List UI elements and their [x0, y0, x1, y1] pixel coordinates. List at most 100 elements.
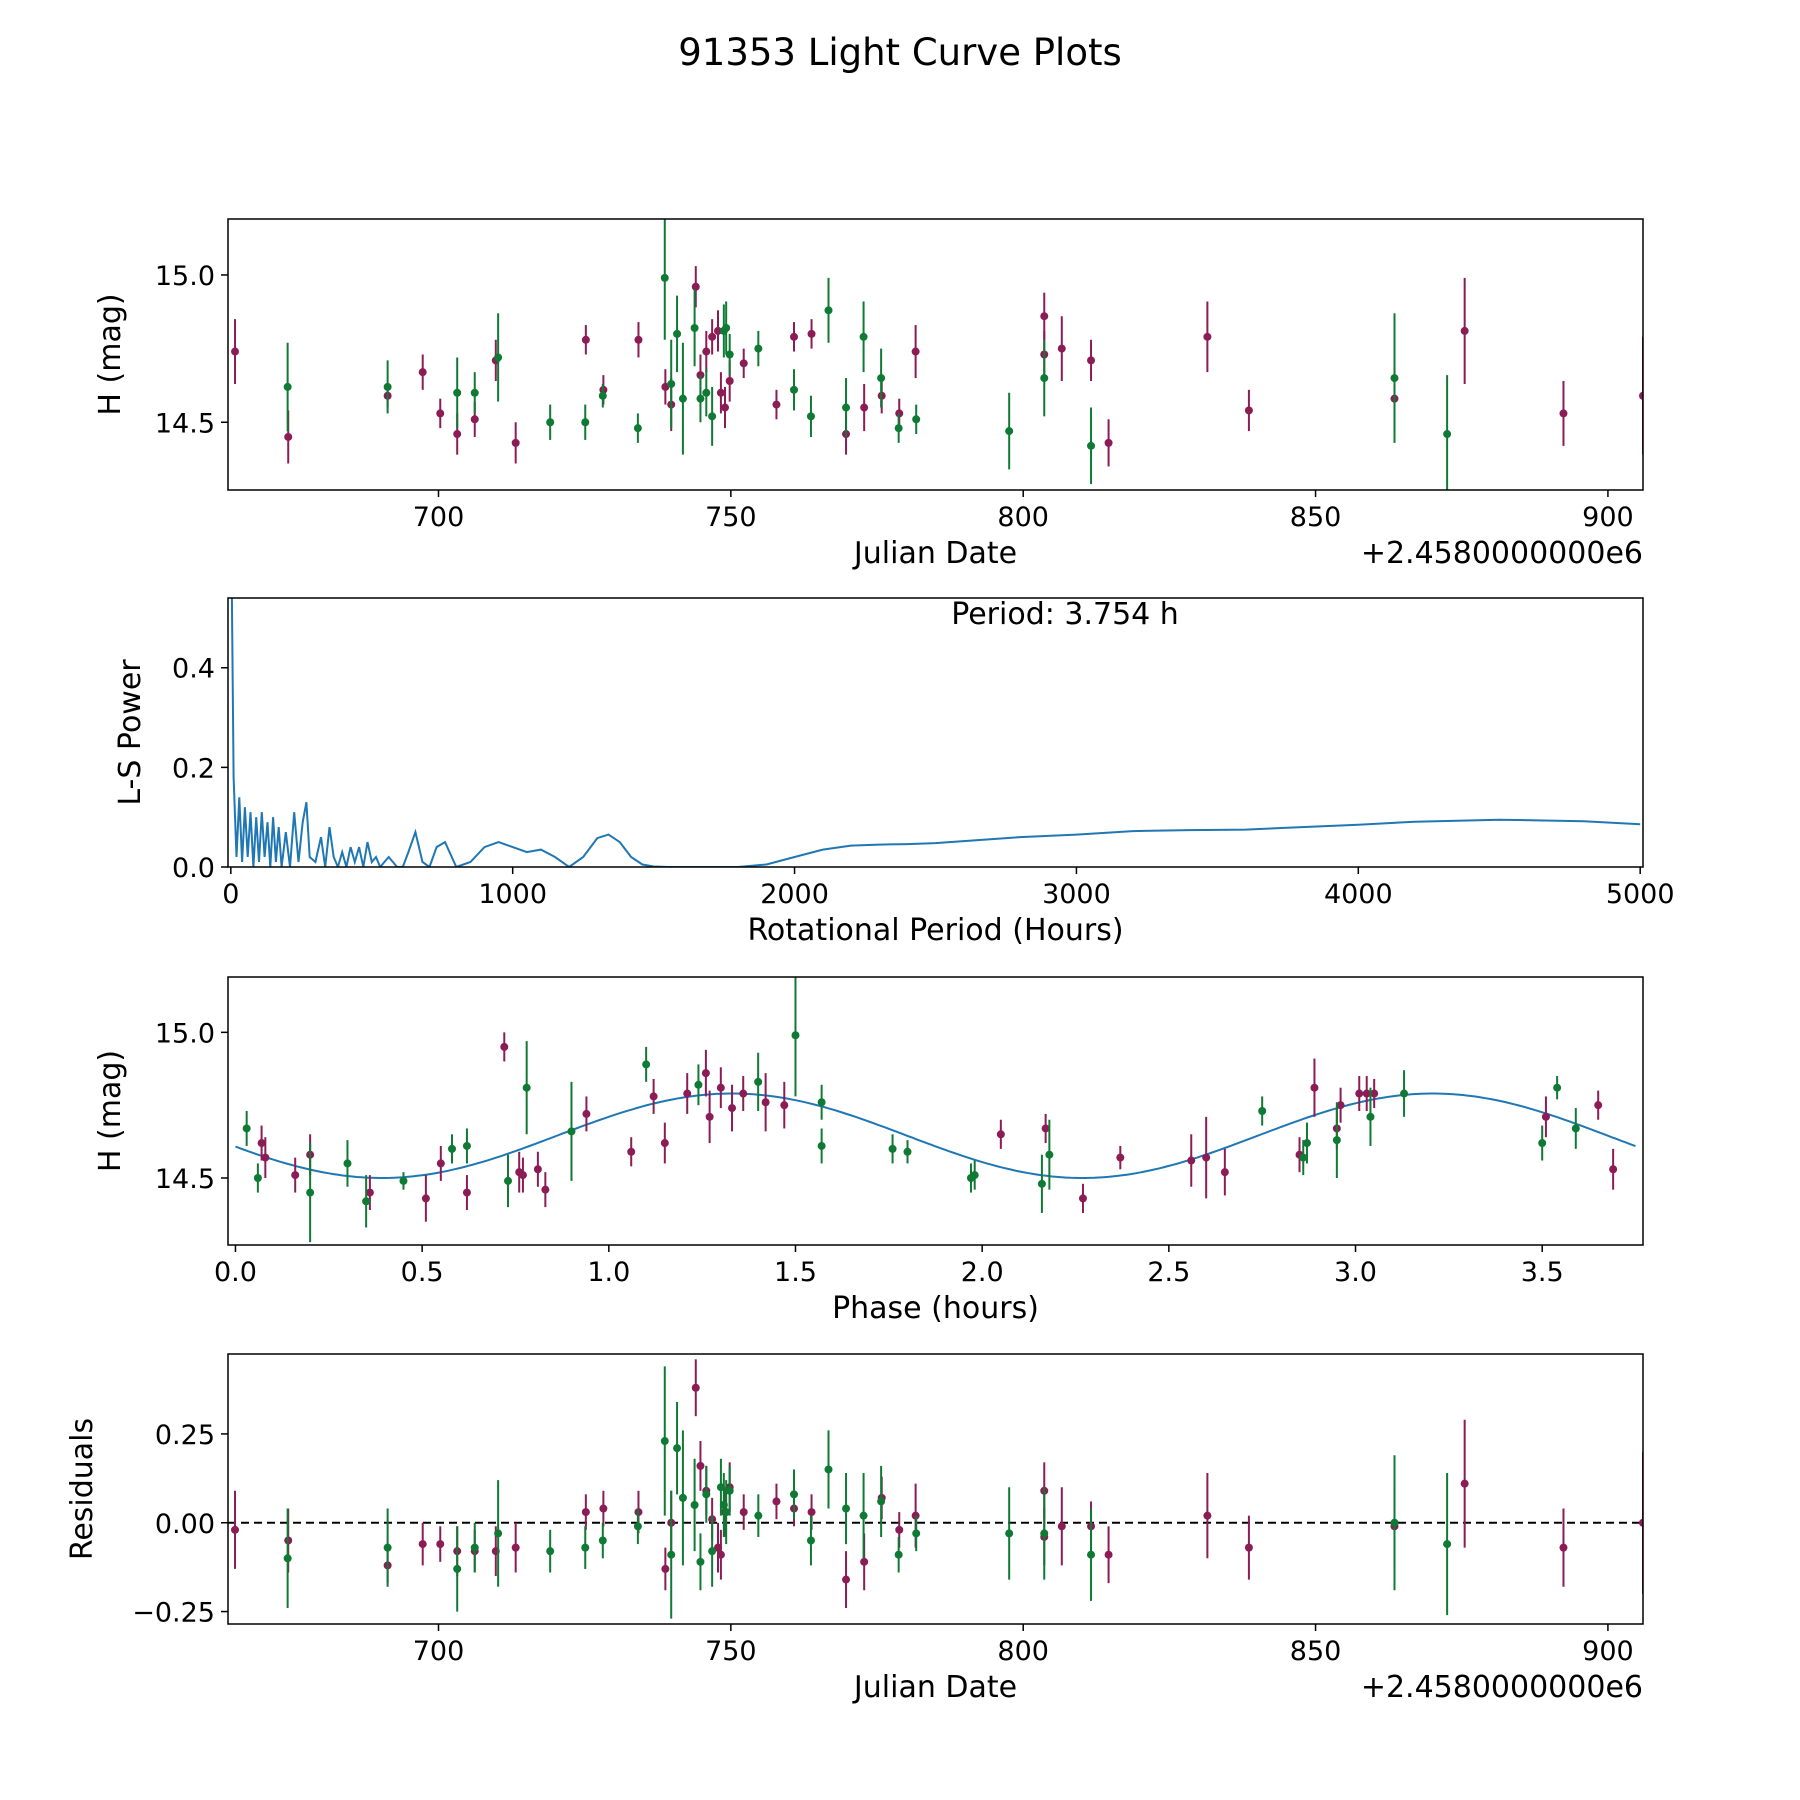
data-point: [739, 1508, 748, 1517]
data-point: [660, 1437, 669, 1446]
data-point: [667, 1550, 676, 1559]
data-point: [911, 347, 920, 356]
data-point: [754, 1077, 763, 1086]
data-point: [599, 1504, 608, 1513]
y-axis-label: H (mag): [93, 1050, 128, 1172]
data-point: [581, 335, 590, 344]
data-point: [1443, 1540, 1452, 1549]
data-point: [817, 1098, 826, 1107]
data-point: [912, 415, 921, 424]
y-tick-label: 0.4: [172, 654, 215, 685]
data-point: [790, 1490, 798, 1499]
data-point: [1332, 1136, 1341, 1145]
x-tick-label: 2.0: [961, 1257, 1004, 1288]
data-point: [1336, 1101, 1345, 1110]
data-point: [690, 323, 699, 332]
data-point: [708, 1547, 717, 1556]
data-point: [702, 1490, 711, 1499]
data-point: [772, 400, 781, 409]
y-tick-label: 0.00: [155, 1509, 215, 1540]
data-point: [667, 379, 676, 388]
data-point: [713, 326, 722, 335]
x-axis-label: Rotational Period (Hours): [747, 913, 1123, 948]
data-point: [261, 1153, 270, 1162]
data-point: [912, 1529, 921, 1538]
data-point: [1390, 374, 1399, 383]
data-point: [1541, 1112, 1550, 1121]
x-tick-label: 900: [1582, 1636, 1634, 1667]
data-point: [780, 1101, 789, 1110]
data-point: [453, 430, 462, 439]
data-point: [754, 344, 763, 353]
y-tick-label: −0.25: [132, 1598, 215, 1629]
data-point: [1310, 1083, 1319, 1092]
phased-panel: 0.0 0.5 1.0 1.5 2.0 2.5 3.0 3.5 14.5 15.0 Phase (h…: [93, 976, 1644, 1326]
data-point: [511, 438, 520, 447]
y-axis-label: L-S Power: [113, 659, 148, 806]
data-point: [306, 1188, 315, 1197]
data-point: [1538, 1139, 1547, 1148]
data-point: [708, 412, 717, 421]
y-tick-label: 0.2: [172, 753, 215, 784]
data-point: [824, 1465, 833, 1474]
x-tick-label: 4000: [1324, 879, 1393, 910]
data-point: [546, 1547, 555, 1556]
data-point: [541, 1185, 550, 1194]
data-point: [702, 347, 711, 356]
data-point: [859, 1511, 868, 1520]
data-point: [1299, 1153, 1308, 1162]
plot-area: [231, 219, 1643, 490]
data-point: [418, 1540, 427, 1549]
data-point: [1559, 1543, 1568, 1552]
data-point: [436, 409, 445, 418]
data-point: [1057, 1522, 1066, 1531]
data-point: [399, 1176, 408, 1185]
data-point: [582, 1109, 591, 1118]
data-point: [1390, 1518, 1399, 1527]
data-point: [1203, 1511, 1212, 1520]
data-point: [1362, 1089, 1371, 1098]
data-point: [633, 424, 642, 433]
data-point: [518, 1171, 527, 1180]
data-point: [598, 1536, 607, 1545]
plot-area: [228, 1359, 1643, 1619]
data-point: [1258, 1107, 1267, 1115]
data-point: [1005, 1529, 1014, 1538]
data-point: [1087, 441, 1096, 450]
data-point: [436, 1540, 445, 1549]
data-point: [418, 368, 427, 377]
data-point: [1104, 438, 1113, 447]
data-point: [511, 1543, 520, 1552]
data-point: [903, 1147, 912, 1156]
x-offset-label: +2.4580000000e6: [1361, 536, 1643, 571]
x-axis-label: Phase (hours): [832, 1291, 1039, 1326]
data-point: [860, 403, 869, 412]
data-point: [494, 353, 503, 362]
data-point: [627, 1147, 636, 1156]
data-point: [1057, 344, 1066, 353]
data-point: [673, 1444, 682, 1453]
data-point: [1087, 356, 1096, 365]
axes-frame: [227, 976, 1644, 1246]
data-point: [642, 1060, 651, 1069]
data-point: [1559, 409, 1568, 418]
x-tick-label: 900: [1582, 502, 1634, 533]
data-point: [581, 418, 590, 427]
data-point: [725, 350, 734, 359]
data-point: [1203, 332, 1212, 341]
data-point: [470, 415, 479, 424]
data-point: [1040, 1529, 1049, 1538]
data-point: [1639, 391, 1643, 400]
data-point: [253, 1174, 262, 1182]
data-point: [1594, 1101, 1603, 1110]
x-tick-label: 800: [997, 502, 1049, 533]
data-point: [1220, 1168, 1229, 1177]
x-tick-label: 0.5: [401, 1257, 444, 1288]
data-point: [824, 306, 833, 315]
data-point: [581, 1543, 590, 1552]
data-point: [1370, 1089, 1379, 1098]
data-point: [888, 1144, 897, 1153]
data-point: [1571, 1124, 1580, 1133]
data-point: [722, 1508, 731, 1517]
